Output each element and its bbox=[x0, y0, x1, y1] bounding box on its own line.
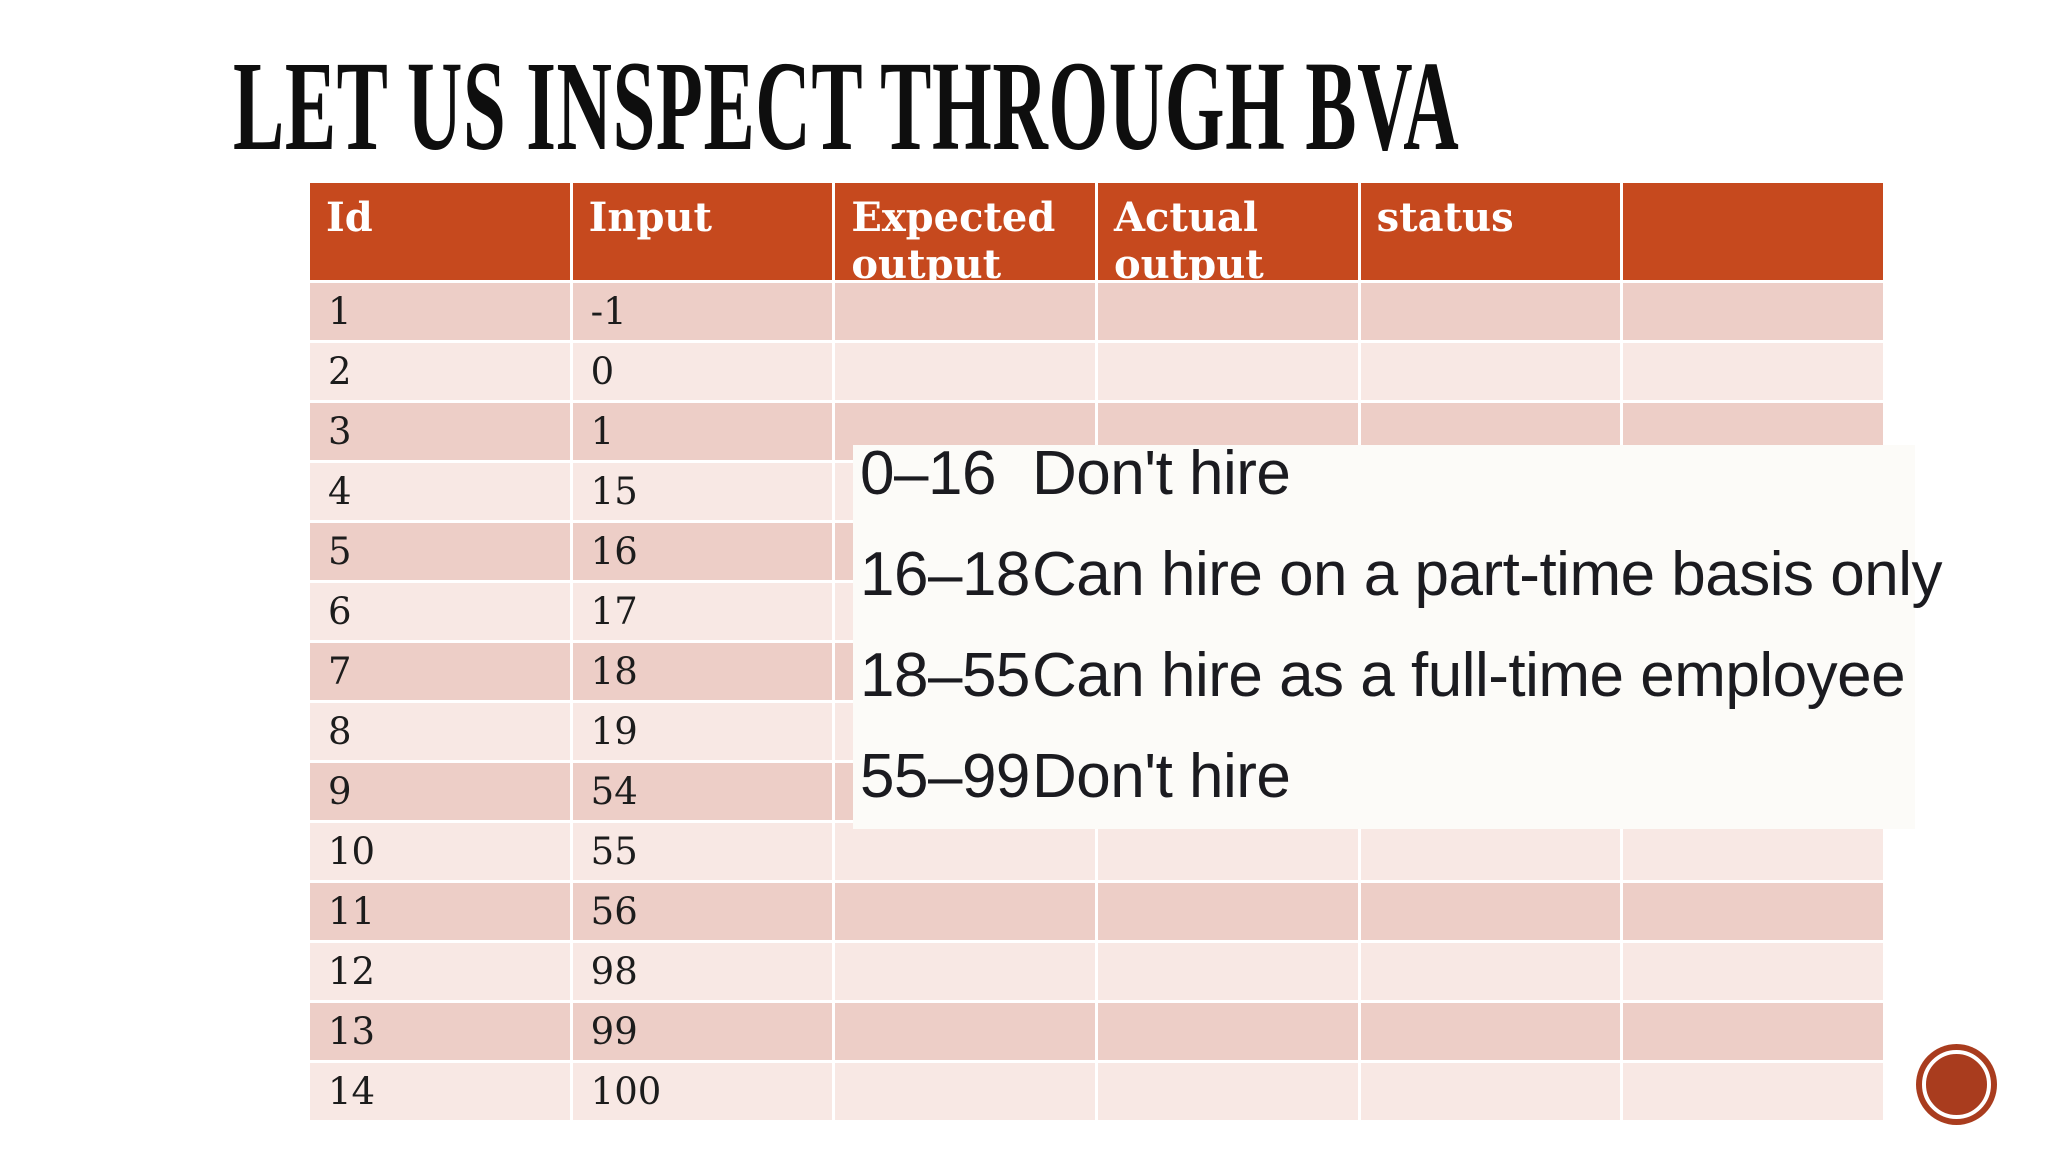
actual-output-cell bbox=[1097, 883, 1358, 940]
actual-output-cell bbox=[1097, 823, 1358, 880]
header-cell-status: status bbox=[1360, 183, 1621, 280]
rule-description: Can hire as a full-time employee bbox=[1032, 641, 1906, 710]
blank-cell bbox=[1623, 283, 1883, 340]
id-cell: 8 bbox=[310, 703, 570, 760]
input-cell: 18 bbox=[572, 643, 833, 700]
input-cell: 16 bbox=[572, 523, 833, 580]
rule-line: 0–16 Don't hire bbox=[860, 423, 1916, 524]
actual-output-cell bbox=[1097, 943, 1358, 1000]
status-cell bbox=[1360, 343, 1621, 400]
id-cell: 9 bbox=[310, 763, 570, 820]
id-cell: 3 bbox=[310, 403, 570, 460]
rule-line: 55–99 Don't hire bbox=[860, 726, 1916, 827]
input-cell: 56 bbox=[572, 883, 833, 940]
hiring-rules-overlay: 0–16 Don't hire 16–18 Can hire on a part-ti… bbox=[860, 423, 1943, 827]
id-cell: 14 bbox=[310, 1063, 570, 1120]
header-cell-blank bbox=[1623, 183, 1883, 280]
input-cell: 19 bbox=[572, 703, 833, 760]
rule-range: 0–16 bbox=[860, 439, 996, 508]
rule-range: 55–99 bbox=[860, 742, 1030, 811]
input-cell: 98 bbox=[572, 943, 833, 1000]
status-cell bbox=[1360, 283, 1621, 340]
id-cell: 2 bbox=[310, 343, 570, 400]
status-cell bbox=[1360, 1003, 1621, 1060]
expected-output-cell bbox=[835, 943, 1095, 1000]
input-cell: 1 bbox=[572, 403, 833, 460]
blank-cell bbox=[1623, 883, 1883, 940]
actual-output-cell bbox=[1097, 1003, 1358, 1060]
status-cell bbox=[1360, 823, 1621, 880]
blank-cell bbox=[1623, 1003, 1883, 1060]
expected-output-cell bbox=[835, 283, 1095, 340]
blank-cell bbox=[1623, 343, 1883, 400]
expected-output-cell bbox=[835, 343, 1095, 400]
actual-output-cell bbox=[1097, 283, 1358, 340]
blank-cell bbox=[1623, 823, 1883, 880]
id-cell: 7 bbox=[310, 643, 570, 700]
rule-description: Don't hire bbox=[1032, 742, 1291, 811]
id-cell: 5 bbox=[310, 523, 570, 580]
input-cell: 54 bbox=[572, 763, 833, 820]
circle-inner-ring bbox=[1922, 1050, 1991, 1119]
id-cell: 11 bbox=[310, 883, 570, 940]
header-cell-id: Id bbox=[310, 183, 570, 280]
actual-output-cell bbox=[1097, 1063, 1358, 1120]
input-cell: 15 bbox=[572, 463, 833, 520]
id-cell: 4 bbox=[310, 463, 570, 520]
slide-title: LET US INSPECT THROUGH BVA bbox=[233, 35, 1460, 177]
header-cell-actual-output: Actual output bbox=[1097, 183, 1358, 280]
expected-output-cell bbox=[835, 883, 1095, 940]
blank-cell bbox=[1623, 943, 1883, 1000]
input-cell: 100 bbox=[572, 1063, 833, 1120]
input-cell: 0 bbox=[572, 343, 833, 400]
input-cell: 17 bbox=[572, 583, 833, 640]
expected-output-cell bbox=[835, 1003, 1095, 1060]
input-cell: 99 bbox=[572, 1003, 833, 1060]
id-cell: 12 bbox=[310, 943, 570, 1000]
expected-output-cell bbox=[835, 1063, 1095, 1120]
input-cell: -1 bbox=[572, 283, 833, 340]
header-cell-expected-output: Expected output bbox=[835, 183, 1095, 280]
header-cell-input: Input bbox=[572, 183, 833, 280]
rule-description: Can hire on a part-time basis only bbox=[1032, 540, 1943, 609]
status-cell bbox=[1360, 1063, 1621, 1120]
rule-range: 18–55 bbox=[860, 641, 1030, 710]
hiring-rules-overlay-background bbox=[853, 445, 1915, 829]
blank-cell bbox=[1623, 1063, 1883, 1120]
id-cell: 13 bbox=[310, 1003, 570, 1060]
id-cell: 10 bbox=[310, 823, 570, 880]
status-cell bbox=[1360, 943, 1621, 1000]
slide-ornament-circle-icon bbox=[1916, 1044, 1997, 1125]
input-cell: 55 bbox=[572, 823, 833, 880]
id-cell: 1 bbox=[310, 283, 570, 340]
expected-output-cell bbox=[835, 823, 1095, 880]
status-cell bbox=[1360, 883, 1621, 940]
rule-description: Don't hire bbox=[1032, 439, 1291, 508]
id-cell: 6 bbox=[310, 583, 570, 640]
rule-line: 16–18 Can hire on a part-time basis only bbox=[860, 524, 1943, 625]
rule-range: 16–18 bbox=[860, 540, 1030, 609]
rule-line: 18–55 Can hire as a full-time employee bbox=[860, 625, 1916, 726]
actual-output-cell bbox=[1097, 343, 1358, 400]
